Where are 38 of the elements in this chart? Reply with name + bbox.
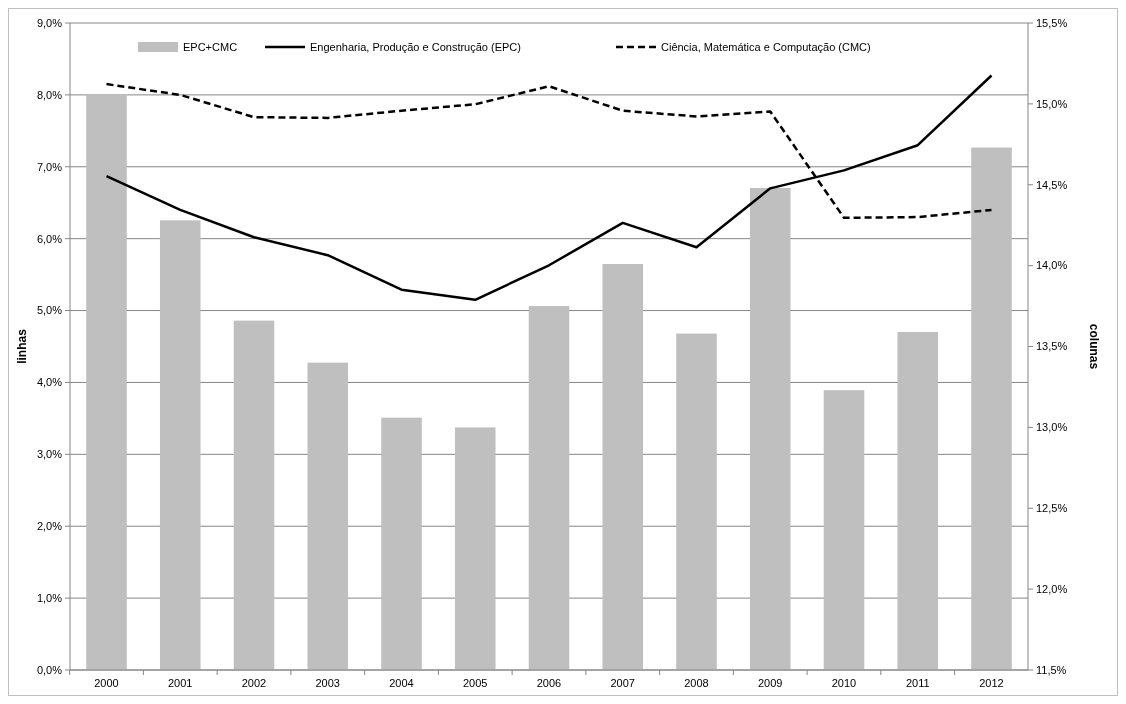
y-tick-label: 8,0% — [36, 88, 63, 101]
y2-tick-label: 14,5% — [1036, 178, 1068, 191]
x-tick-label: 2004 — [389, 677, 414, 689]
y2-tick-label: 13,5% — [1036, 340, 1068, 353]
y2-tick-label: 11,5% — [1036, 663, 1067, 676]
x-tick-label: 2012 — [979, 677, 1004, 689]
legend-label: Engenharia, Produção e Construção (EPC) — [310, 41, 521, 54]
y2-tick-label: 14,0% — [1036, 259, 1068, 272]
x-tick-label: 2010 — [831, 677, 857, 689]
y-tick-label: 2,0% — [36, 520, 63, 533]
x-tick-label: 2003 — [315, 677, 340, 689]
x-tick-label: 2000 — [94, 677, 119, 689]
y-tick-label: 5,0% — [36, 304, 63, 317]
x-tick-label: 2009 — [758, 677, 783, 689]
y2-tick-label: 12,0% — [1036, 582, 1068, 595]
line-series — [105, 74, 993, 302]
y-tick-label: 3,0% — [36, 448, 63, 461]
x-tick-label: 2005 — [463, 677, 488, 689]
x-tick-label: 2006 — [536, 677, 562, 689]
y-tick-label: 9,0% — [36, 16, 63, 29]
y-tick-label: 4,0% — [36, 376, 63, 389]
legend-label: Ciência, Matemática e Computação (CMC) — [661, 41, 871, 54]
legend-label: EPC+CMC — [183, 41, 238, 54]
x-tick-label: 2007 — [610, 677, 635, 689]
x-tick-label: 2001 — [168, 677, 193, 689]
y2-axis-title: colunas — [1087, 323, 1101, 370]
y-tick-label: 0,0% — [36, 663, 63, 676]
x-tick-label: 2011 — [905, 677, 930, 689]
y-axis-title: linhas — [15, 328, 29, 364]
y2-tick-label: 12,5% — [1036, 502, 1068, 515]
y-tick-label: 7,0% — [36, 160, 63, 173]
y2-tick-label: 15,5% — [1036, 16, 1068, 29]
y-tick-label: 6,0% — [36, 232, 63, 245]
y-tick-label: 1,0% — [36, 591, 63, 604]
y2-tick-label: 15,0% — [1036, 97, 1068, 110]
x-tick-label: 2008 — [684, 677, 709, 689]
x-tick-label: 2002 — [241, 677, 267, 689]
y2-tick-label: 13,0% — [1036, 421, 1068, 434]
